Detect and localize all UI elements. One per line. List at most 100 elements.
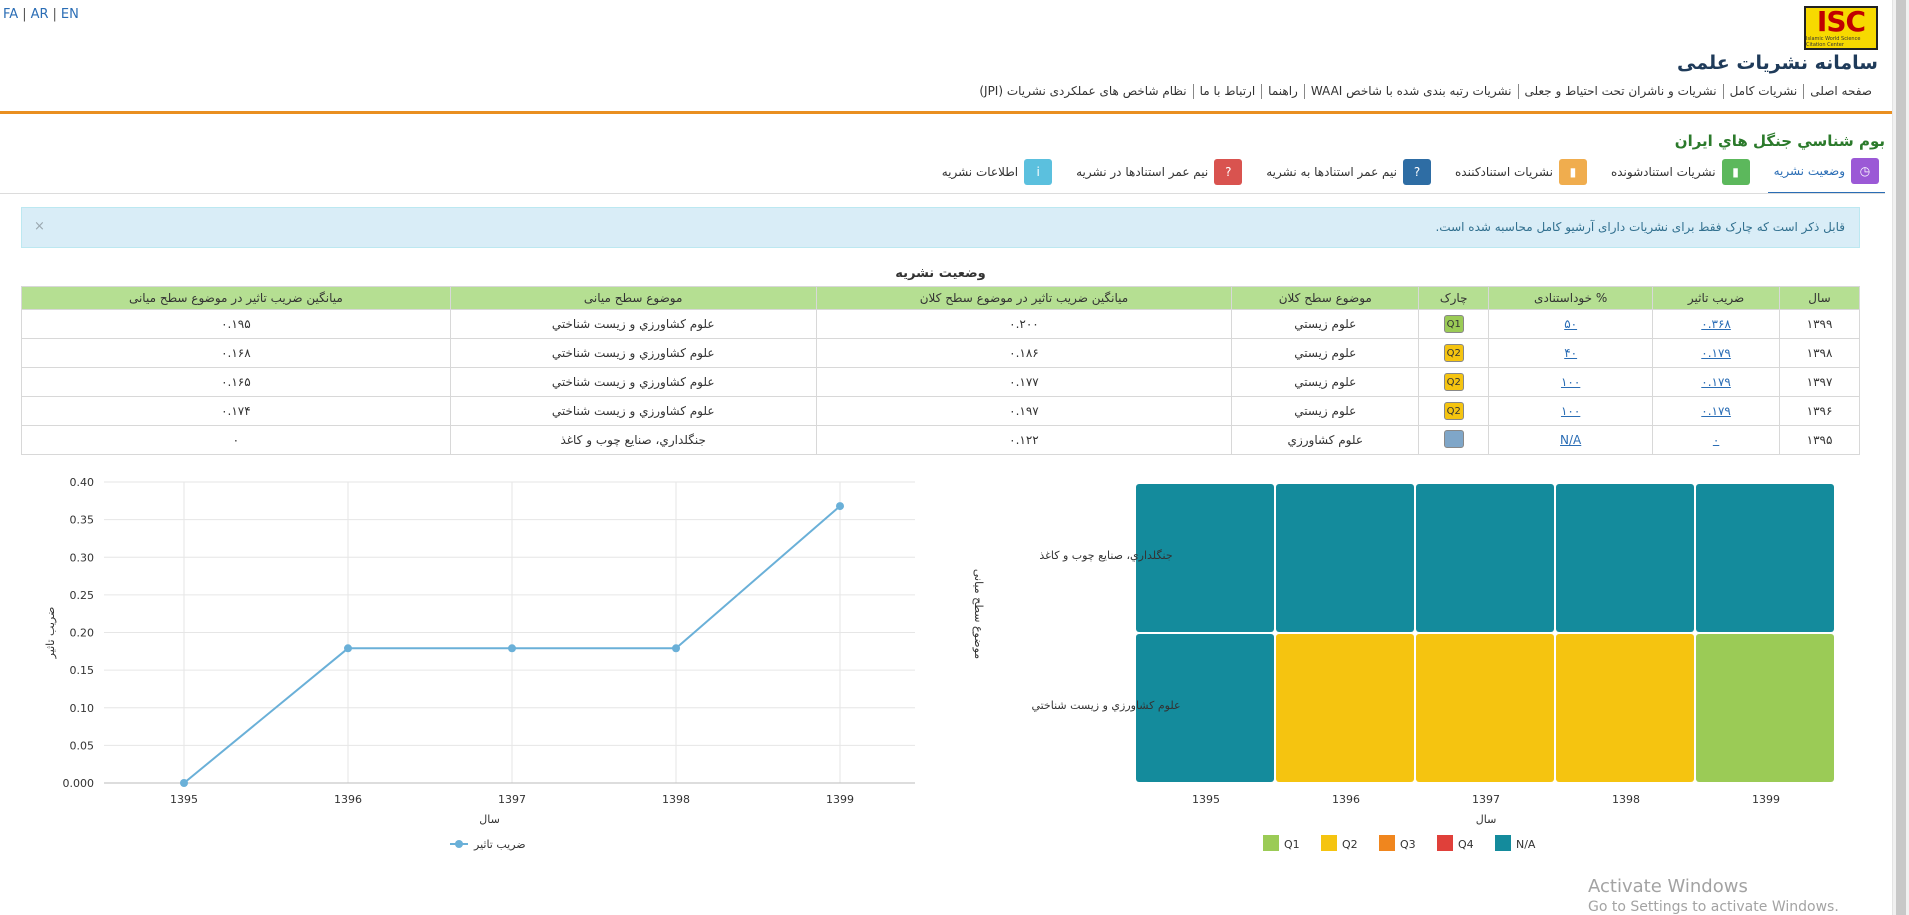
cell-macro-average: ۰.۱۹۷ xyxy=(815,396,1233,426)
legend-label[interactable]: Q2 xyxy=(1342,838,1358,851)
heatmap-cell[interactable] xyxy=(1416,484,1554,632)
legend-label[interactable]: Q4 xyxy=(1458,838,1474,851)
cell-quartile: Q2 xyxy=(1418,338,1490,368)
legend-label[interactable]: N/A xyxy=(1516,838,1536,851)
table-row: ۱۳۹۸ ۰.۱۷۹ ۴۰ Q2 علوم زيستي ۰.۱۸۶ علوم کشاورزي… xyxy=(21,338,1860,368)
impact-factor-link[interactable]: ۰.۱۷۹ xyxy=(1701,375,1731,389)
impact-factor-link[interactable]: ۰.۱۷۹ xyxy=(1701,346,1731,360)
quartile-badge: Q2 xyxy=(1443,373,1464,391)
legend-label[interactable]: Q3 xyxy=(1400,838,1416,851)
data-point[interactable] xyxy=(180,779,188,787)
lang-en[interactable]: EN xyxy=(60,7,79,22)
tab-4[interactable]: ? نيم عمر استنادها در نشريه xyxy=(1070,159,1248,193)
nav-item-0[interactable]: صفحه اصلی xyxy=(1803,84,1878,99)
y-tick-label: 0.05 xyxy=(70,739,95,752)
data-point[interactable] xyxy=(672,644,680,653)
self-citation-link[interactable]: N/A xyxy=(1560,433,1582,447)
cell-impact-factor: ۰.۱۷۹ xyxy=(1652,367,1781,397)
nav-item-4[interactable]: راهنما xyxy=(1261,84,1304,99)
info-alert: قابل ذکر است که چارک فقط برای نشريات دار… xyxy=(21,207,1860,248)
legend-marker xyxy=(455,840,463,848)
lang-fa[interactable]: FA xyxy=(3,7,19,22)
journal-title: بوم شناسي جنگل هاي ايران xyxy=(1674,132,1885,150)
tab-3[interactable]: ? نيم عمر استنادها به نشريه xyxy=(1260,159,1437,193)
legend-swatch xyxy=(1263,835,1279,851)
tab-1[interactable]: ▮ نشريات استنادشونده xyxy=(1605,159,1756,193)
x-tick-label: 1395 xyxy=(1192,793,1220,806)
logo-subtitle: Islamic World Science Citation Center xyxy=(1806,36,1861,48)
impact-factor-link[interactable]: ۰ xyxy=(1712,433,1720,447)
lang-ar[interactable]: AR xyxy=(30,7,49,22)
legend-swatch xyxy=(1321,835,1337,851)
self-citation-link[interactable]: ۵۰ xyxy=(1564,317,1578,331)
x-tick-label: 1395 xyxy=(170,793,198,806)
table-caption: وضعيت نشريه xyxy=(895,266,986,281)
scrollbar-thumb[interactable] xyxy=(1896,0,1906,915)
heatmap-cell[interactable] xyxy=(1416,634,1554,782)
self-citation-link[interactable]: ۱۰۰ xyxy=(1560,375,1581,389)
quartile-heatmap-chart: جنگلداري، صنايع چوب و کاغذ علوم کشاورزي و… xyxy=(960,468,1860,868)
data-point[interactable] xyxy=(344,644,352,653)
close-icon[interactable]: × xyxy=(34,219,45,234)
y-tick-label: 0.35 xyxy=(70,514,95,527)
top-navigation: صفحه اصلی نشريات کامل نشريات و ناشران تحت … xyxy=(973,84,1878,99)
self-citation-link[interactable]: ۴۰ xyxy=(1564,346,1578,360)
cell-macro-subject: علوم زيستي xyxy=(1231,367,1420,397)
nav-item-2[interactable]: نشريات و ناشران تحت احتياط و جعلی xyxy=(1517,84,1723,99)
question-icon: ? xyxy=(1214,159,1243,185)
cell-macro-average: ۰.۲۰۰ xyxy=(815,309,1233,339)
x-tick-label: 1399 xyxy=(1752,793,1780,806)
column-header: چارک xyxy=(1418,286,1490,310)
heatmap-cell[interactable] xyxy=(1696,634,1834,782)
heatmap-cell[interactable] xyxy=(1556,484,1694,632)
quartile-badge: Q2 xyxy=(1443,402,1464,420)
nav-item-5[interactable]: ارتباط با ما xyxy=(1192,84,1262,99)
tab-5[interactable]: i اطلاعات نشريه xyxy=(936,159,1058,193)
tab-0[interactable]: ◷ وضعيت نشريه xyxy=(1767,158,1885,194)
tab-label: نيم عمر استنادها در نشريه xyxy=(1076,165,1209,179)
y-axis-title: موضوع سطح ميانی xyxy=(972,569,985,659)
cell-meso-average: ۰ xyxy=(21,425,451,455)
x-tick-label: 1398 xyxy=(1612,793,1640,806)
cell-quartile: Q2 xyxy=(1418,367,1490,397)
data-point[interactable] xyxy=(836,502,844,511)
page-scrollbar[interactable] xyxy=(1892,0,1909,915)
cell-impact-factor: ۰.۳۶۸ xyxy=(1652,309,1781,339)
cell-meso-subject: علوم کشاورزي و زيست شناختي xyxy=(449,367,817,397)
row-label: علوم کشاورزي و زيست شناختي xyxy=(1031,699,1180,712)
impact-factor-link[interactable]: ۰.۳۶۸ xyxy=(1701,317,1731,331)
quartile-badge: Q1 xyxy=(1443,315,1464,333)
legend-label[interactable]: Q1 xyxy=(1284,838,1300,851)
heatmap-cell[interactable] xyxy=(1276,484,1414,632)
nav-item-1[interactable]: نشريات کامل xyxy=(1722,84,1804,99)
legend-label[interactable]: ضريب تاثير xyxy=(473,838,526,851)
cell-quartile: Q1 xyxy=(1418,309,1490,339)
windows-activation-watermark: Activate Windows Go to Settings to activ… xyxy=(1588,876,1839,915)
heatmap-cell[interactable] xyxy=(1696,484,1834,632)
bar-chart-icon: ▮ xyxy=(1558,159,1587,185)
heatmap-cell[interactable] xyxy=(1136,484,1274,632)
y-tick-label: 0.25 xyxy=(70,589,95,602)
x-tick-label: 1397 xyxy=(1472,793,1500,806)
cell-macro-subject: علوم کشاورزي xyxy=(1231,425,1420,455)
line-chart-svg: 0.000 0.05 0.10 0.15 0.20 0.25 0.30 0.35 0.40 139… xyxy=(44,476,915,851)
tab-2[interactable]: ▮ نشريات استنادکننده xyxy=(1449,159,1593,193)
row-label: جنگلداري، صنايع چوب و کاغذ xyxy=(1039,549,1172,562)
nav-item-3[interactable]: نشريات رتبه بندی شده با شاخص WAAI xyxy=(1303,84,1518,99)
tab-label: نشريات استنادکننده xyxy=(1455,165,1553,179)
cell-year: ۱۳۹۶ xyxy=(1779,396,1860,426)
y-tick-label: 0.30 xyxy=(70,551,95,564)
self-citation-link[interactable]: ۱۰۰ xyxy=(1560,404,1581,418)
nav-item-6[interactable]: نظام شاخص های عملکردی نشريات (JPI) xyxy=(979,84,1187,98)
cell-macro-subject: علوم زيستي xyxy=(1231,309,1420,339)
alert-text: قابل ذکر است که چارک فقط برای نشريات دار… xyxy=(1435,220,1845,234)
heatmap-cell[interactable] xyxy=(1136,634,1274,782)
cell-meso-subject: علوم کشاورزي و زيست شناختي xyxy=(449,338,817,368)
isc-logo[interactable]: ISC Islamic World Science Citation Cente… xyxy=(1804,6,1878,50)
x-axis-title: سال xyxy=(1476,813,1497,826)
heatmap-cell[interactable] xyxy=(1556,634,1694,782)
impact-factor-link[interactable]: ۰.۱۷۹ xyxy=(1701,404,1731,418)
heatmap-cell[interactable] xyxy=(1276,634,1414,782)
data-point[interactable] xyxy=(508,644,516,653)
header-divider xyxy=(0,111,1909,114)
